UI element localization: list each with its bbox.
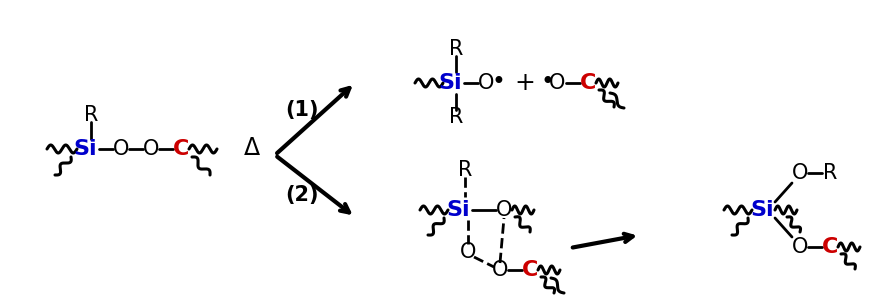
Text: C: C: [822, 237, 838, 257]
Text: R: R: [449, 107, 463, 127]
Text: R: R: [449, 39, 463, 59]
Text: R: R: [823, 163, 837, 183]
Text: O: O: [143, 139, 159, 159]
Text: C: C: [522, 260, 538, 280]
Text: R: R: [458, 160, 472, 180]
Text: (1): (1): [286, 100, 319, 120]
Text: O: O: [792, 163, 809, 183]
Text: +: +: [514, 71, 535, 95]
Text: R: R: [84, 105, 98, 125]
Text: Si: Si: [446, 200, 470, 220]
Text: Si: Si: [74, 139, 97, 159]
Text: O: O: [496, 200, 512, 220]
Text: •: •: [491, 70, 505, 94]
Text: O: O: [548, 73, 565, 93]
Text: C: C: [580, 73, 597, 93]
Text: O: O: [491, 260, 508, 280]
Text: Si: Si: [438, 73, 462, 93]
Text: •: •: [540, 70, 554, 94]
Text: Si: Si: [750, 200, 774, 220]
Text: Δ: Δ: [244, 136, 260, 160]
Text: O: O: [460, 242, 477, 262]
Text: (2): (2): [286, 185, 319, 205]
Text: O: O: [477, 73, 494, 93]
Text: O: O: [113, 139, 129, 159]
Text: C: C: [173, 139, 189, 159]
Text: O: O: [792, 237, 809, 257]
